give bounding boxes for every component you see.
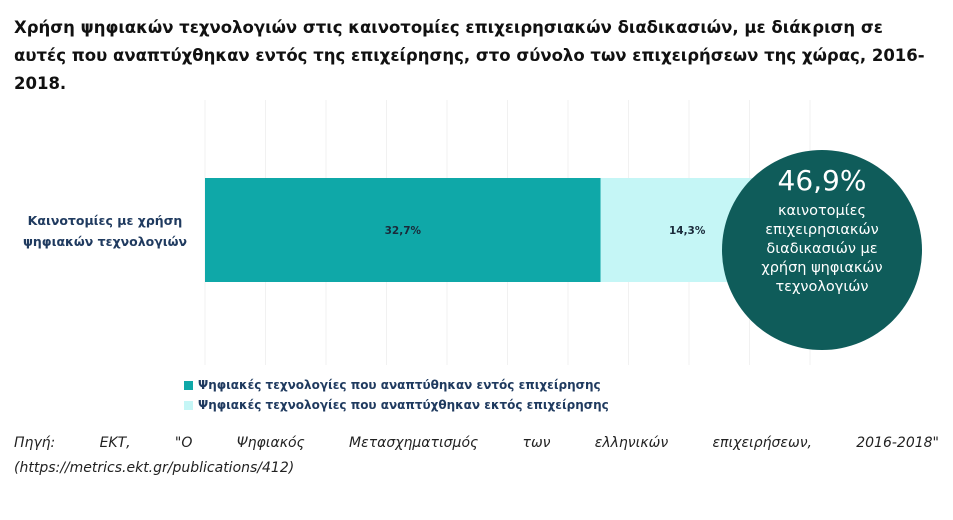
source-line: Πηγή: ΕΚΤ, "Ο Ψηφιακός Μετασχηματισμός τ… <box>14 435 939 451</box>
source-note: Πηγή: ΕΚΤ, "Ο Ψηφιακός Μετασχηματισμός τ… <box>14 431 939 481</box>
data-label-1: 14,3% <box>669 225 706 237</box>
chart-data-labels: 32,7% 14,3% <box>385 225 706 237</box>
legend-label-external: Ψηφιακές τεχνολογίες που αναπτύχθηκαν εκ… <box>198 398 609 412</box>
legend-item-inhouse: Ψηφιακές τεχνολογίες που αναπτύθηκαν εντ… <box>184 375 609 395</box>
chart-title: Χρήση ψηφιακών τεχνολογιών στις καινοτομ… <box>14 18 925 93</box>
data-label-0: 32,7% <box>385 225 422 237</box>
total-callout: 46,9% καινοτομίες επιχειρησιακών διαδικα… <box>722 150 922 350</box>
source-url: (https://metrics.ekt.gr/publications/412… <box>14 460 295 476</box>
callout-value: 46,9% <box>777 164 867 197</box>
category-label: Καινοτομίες με χρήση ψηφιακών τεχνολογιώ… <box>22 213 188 249</box>
legend-swatch-external <box>184 400 193 410</box>
chart-legend: Ψηφιακές τεχνολογίες που αναπτύθηκαν εντ… <box>184 375 609 415</box>
bar-segment-0 <box>205 178 601 282</box>
callout-text: καινοτομίες επιχειρησιακών διαδικασιών μ… <box>761 203 883 295</box>
legend-item-external: Ψηφιακές τεχνολογίες που αναπτύχθηκαν εκ… <box>184 395 609 415</box>
legend-label-inhouse: Ψηφιακές τεχνολογίες που αναπτύθηκαν εντ… <box>198 378 601 392</box>
legend-swatch-inhouse <box>184 380 193 390</box>
